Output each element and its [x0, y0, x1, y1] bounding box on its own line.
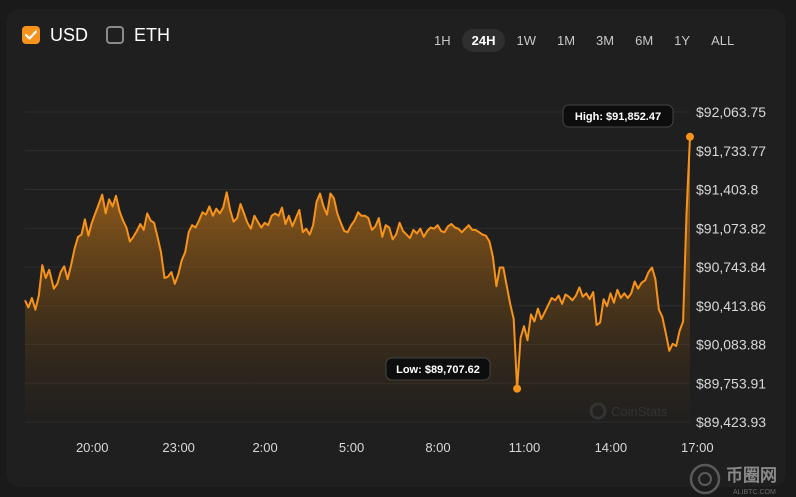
- range-all[interactable]: ALL: [711, 32, 735, 48]
- range-1w[interactable]: 1W: [516, 32, 536, 48]
- x-tick-label: 17:00: [681, 440, 714, 455]
- high-price-label-box: [562, 104, 674, 128]
- price-series-line: [24, 136, 691, 390]
- high-price-label: High: $91,852.47: [575, 111, 661, 123]
- low-price-label-box: [385, 357, 491, 381]
- y-tick-label: $92,063.75: [696, 104, 766, 120]
- usd-checkbox[interactable]: [22, 26, 40, 44]
- eth-toggle[interactable]: ETH: [106, 21, 170, 49]
- watermark-text: CoinStats: [611, 404, 668, 419]
- site-logo-text: 币圈网: [726, 466, 777, 486]
- price-area-fill: [25, 136, 690, 423]
- usd-toggle[interactable]: USD: [22, 21, 88, 49]
- time-range-selector: 1H 24H 1W 1M 3M 6M 1Y ALL: [424, 27, 745, 53]
- coinstats-logo-icon: [589, 402, 607, 420]
- usd-label: USD: [50, 24, 89, 45]
- y-tick-label: $91,073.82: [696, 220, 766, 236]
- x-tick-label: 20:00: [76, 440, 109, 455]
- y-tick-label: $90,413.86: [696, 298, 766, 314]
- y-tick-label: $90,743.84: [696, 259, 766, 275]
- y-tick-label: $91,733.77: [696, 143, 766, 159]
- site-logo-icon: [689, 463, 721, 495]
- range-1y[interactable]: 1Y: [674, 32, 691, 48]
- range-1h[interactable]: 1H: [434, 32, 451, 48]
- eth-label: ETH: [134, 24, 170, 45]
- y-tick-label: $89,423.93: [696, 414, 766, 430]
- y-tick-label: $89,753.91: [696, 375, 766, 391]
- eth-checkbox[interactable]: [106, 26, 124, 44]
- low-price-label: Low: $89,707.62: [396, 364, 480, 376]
- y-tick-label: $91,403.8: [696, 182, 758, 198]
- range-24h[interactable]: 24H: [461, 28, 506, 52]
- x-tick-label: 5:00: [339, 440, 364, 455]
- coinstats-watermark: CoinStats: [589, 402, 668, 420]
- x-tick-label: 11:00: [509, 440, 541, 455]
- low-price-marker: [513, 384, 522, 393]
- high-price-marker: [686, 132, 694, 141]
- range-1m[interactable]: 1M: [556, 32, 576, 48]
- range-3m[interactable]: 3M: [596, 32, 615, 48]
- x-tick-label: 8:00: [425, 440, 450, 455]
- y-tick-label: $90,083.88: [696, 337, 766, 353]
- x-tick-label: 2:00: [252, 440, 277, 455]
- x-tick-label: 23:00: [162, 440, 195, 455]
- checkmark-icon: [25, 30, 37, 40]
- site-logo-subtext: ALIBTC.COM: [733, 489, 776, 496]
- x-tick-label: 14:00: [595, 440, 628, 455]
- range-6m[interactable]: 6M: [635, 32, 654, 48]
- site-logo: 币圈网 ALIBTC.COM: [689, 463, 777, 496]
